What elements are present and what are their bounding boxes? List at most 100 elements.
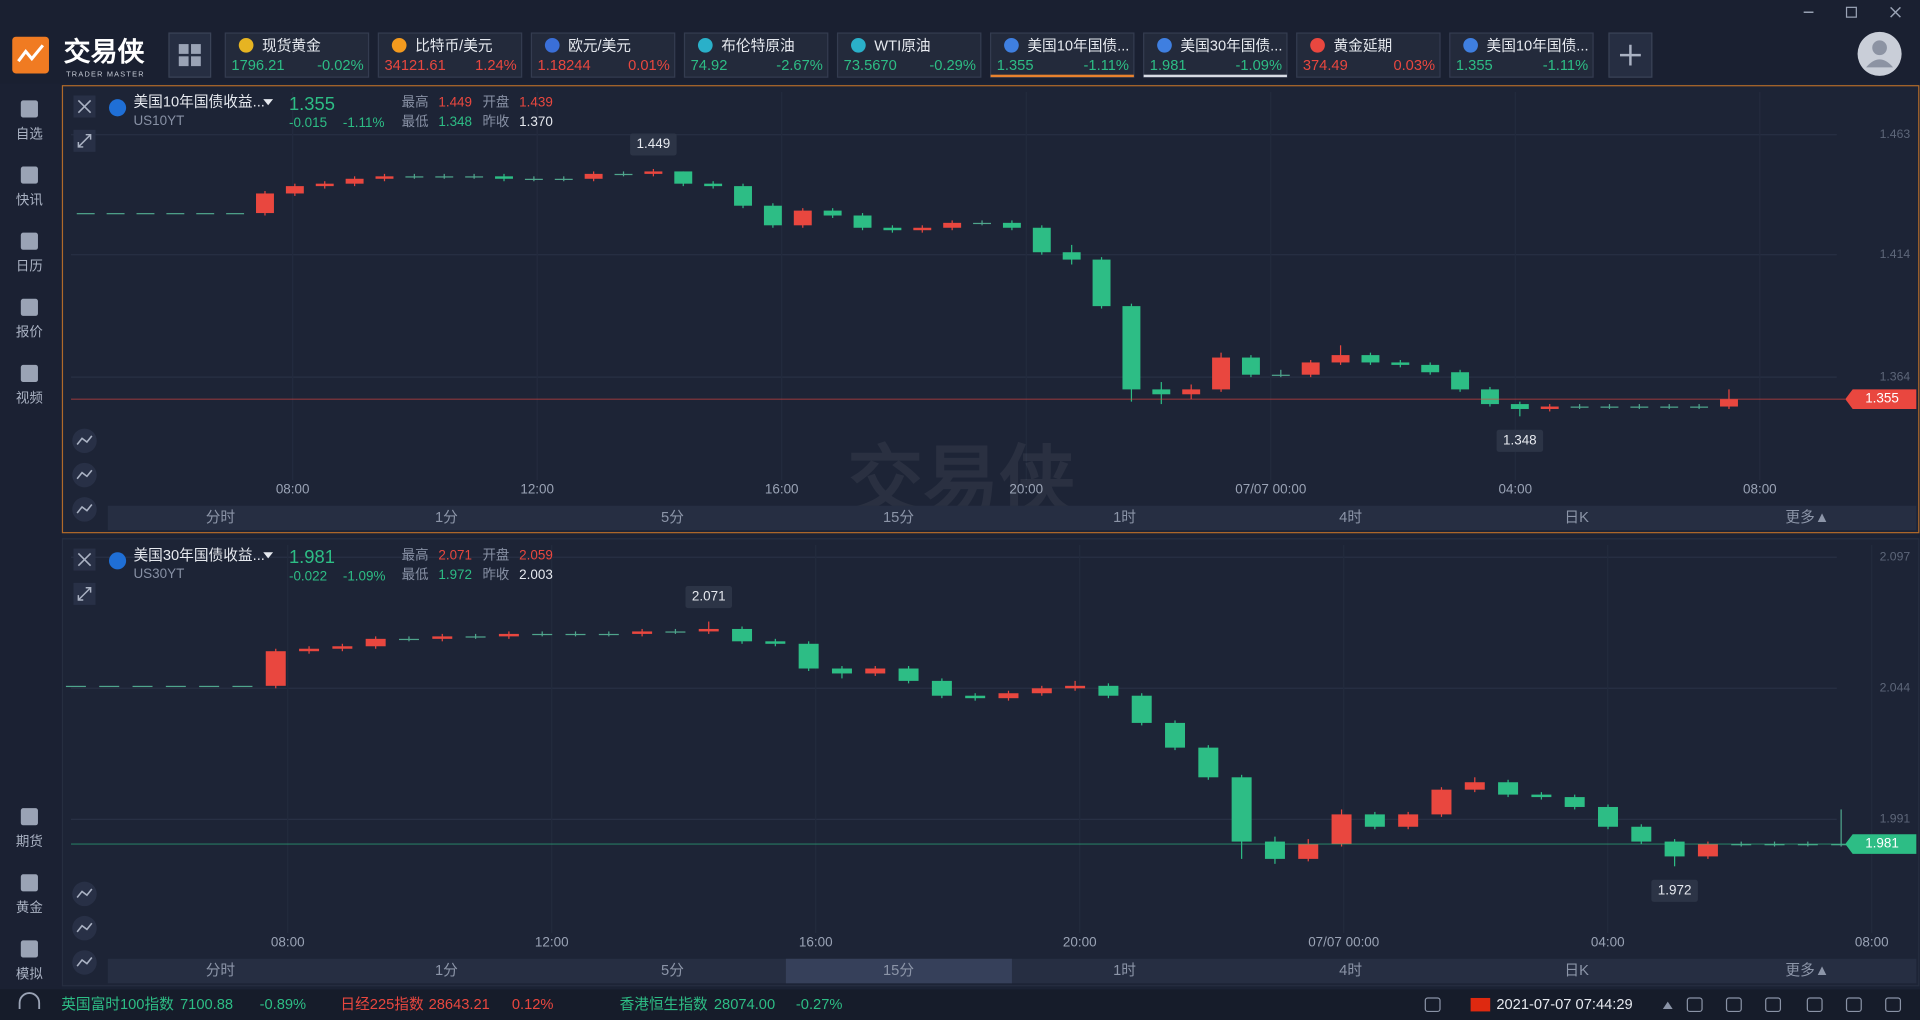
candle-body: [166, 213, 185, 215]
candle-body: [1630, 406, 1649, 408]
last-price-tag-label: 1.981: [1865, 836, 1899, 851]
close-button[interactable]: [1890, 6, 1901, 18]
sidebar-label[interactable]: 日历: [16, 259, 43, 274]
sidebar-label[interactable]: 自选: [16, 126, 43, 141]
timeframe-tab[interactable]: 1时: [1113, 962, 1136, 979]
candle-body: [1510, 404, 1529, 409]
ticker-name: 布伦特原油: [721, 37, 794, 54]
timeframe-tab-selected[interactable]: [785, 958, 1012, 984]
status-icon[interactable]: [1885, 997, 1902, 1013]
timeframe-tab[interactable]: 更多▲: [1785, 962, 1829, 979]
ticker-icon: [1463, 37, 1478, 53]
status-icon[interactable]: [1845, 997, 1862, 1013]
chart-tool-icon: [76, 957, 93, 967]
support-icon[interactable]: [18, 992, 41, 1009]
sidebar-icon[interactable]: [20, 166, 38, 184]
timeframe-tab[interactable]: 5分: [661, 962, 684, 979]
layout-icon: [178, 44, 189, 54]
candle-body: [498, 633, 519, 637]
status-icon[interactable]: [1686, 997, 1703, 1013]
sidebar-label[interactable]: 快讯: [16, 192, 43, 207]
x-tick-label: 08:00: [1743, 481, 1777, 496]
candle-body: [1065, 685, 1086, 689]
timeframe-tab[interactable]: 1分: [435, 962, 458, 979]
timeframe-tab[interactable]: 4时: [1339, 509, 1362, 526]
sidebar-label[interactable]: 黄金: [16, 900, 43, 915]
candle-body: [299, 648, 320, 652]
sidebar-icon[interactable]: [20, 874, 38, 892]
timeframe-tab[interactable]: 1时: [1113, 509, 1136, 526]
symbol-name[interactable]: 美国30年国债收益...: [133, 547, 264, 564]
x-tick-label: 04:00: [1498, 481, 1532, 496]
candle-body: [644, 171, 663, 174]
sidebar-label[interactable]: 期货: [16, 833, 43, 849]
price-callout-label: 1.449: [637, 136, 671, 151]
sidebar-icon[interactable]: [20, 298, 38, 316]
sidebar-icon[interactable]: [20, 808, 38, 826]
symbol-dropdown[interactable]: [263, 99, 274, 106]
timeframe-tab[interactable]: 日K: [1564, 510, 1589, 526]
timeframe-tab[interactable]: 1分: [435, 509, 458, 526]
clock: 2021-07-07 07:44:29: [1496, 997, 1632, 1013]
symbol-name[interactable]: 美国10年国债收益...: [133, 94, 264, 111]
candle-body: [76, 213, 95, 215]
candle-body: [345, 178, 364, 184]
x-tick-label: 08:00: [1855, 934, 1889, 949]
candle-body: [1720, 399, 1738, 407]
timeframe-tab[interactable]: 4时: [1339, 962, 1362, 979]
sidebar-icon[interactable]: [20, 232, 38, 250]
price-change-pct: -1.11%: [343, 115, 385, 130]
price-change: -0.015: [289, 115, 327, 130]
stat-value: 2.071: [438, 547, 472, 562]
timeframe-tab[interactable]: 分时: [206, 509, 236, 526]
candle-body: [265, 651, 286, 686]
timeframe-bar: [107, 958, 1917, 984]
sidebar-label[interactable]: 视频: [16, 391, 43, 406]
sidebar-label[interactable]: 模拟: [16, 966, 43, 981]
stat-label: 最低: [402, 114, 429, 129]
x-tick-label: 20:00: [1009, 481, 1043, 496]
timeframe-tab[interactable]: 15分: [883, 962, 914, 979]
sidebar-icon[interactable]: [20, 940, 38, 958]
timeframe-tab[interactable]: 分时: [206, 962, 236, 979]
candle-body: [823, 210, 842, 216]
expand-icon: [77, 587, 92, 601]
candle-body: [1092, 259, 1111, 307]
timeframe-tab[interactable]: 日K: [1564, 963, 1589, 979]
candle-body: [853, 215, 872, 228]
stat-value: 1.348: [438, 114, 472, 129]
timeframe-tab[interactable]: 15分: [883, 509, 914, 526]
restore-button[interactable]: [1845, 6, 1857, 18]
candle-body: [1182, 389, 1201, 395]
candle-body: [1631, 826, 1652, 842]
candle-body: [1031, 688, 1052, 694]
symbol-dropdown[interactable]: [263, 552, 274, 559]
layout-button[interactable]: [168, 32, 212, 78]
candle-body: [1421, 364, 1440, 373]
sidebar-label[interactable]: 报价: [16, 325, 43, 340]
ticker-icon: [1004, 37, 1019, 53]
status-icon[interactable]: [1806, 997, 1823, 1013]
ticker-price: 1.355: [1456, 58, 1493, 74]
sidebar-icon[interactable]: [20, 364, 38, 383]
candle-body: [106, 213, 125, 215]
ticker-change: -0.02%: [317, 58, 364, 74]
stat-value: 1.370: [519, 114, 553, 129]
chart-tool-icon: [76, 503, 93, 514]
ticker-name: 比特币/美元: [415, 37, 493, 54]
candle-body: [1664, 841, 1685, 857]
candle-body: [1331, 355, 1350, 363]
stat-label: 最高: [402, 93, 429, 109]
ticker-name: 美国10年国债...: [1487, 37, 1589, 54]
timeframe-tab[interactable]: 5分: [661, 509, 684, 526]
timeframe-tab[interactable]: 更多▲: [1785, 509, 1829, 526]
candle-body: [465, 636, 486, 638]
candle-body: [965, 695, 986, 699]
status-icon[interactable]: [1424, 997, 1441, 1013]
status-icon[interactable]: [1765, 997, 1782, 1013]
sidebar-icon[interactable]: [20, 100, 38, 118]
status-icon[interactable]: [1725, 997, 1742, 1013]
candle-body: [465, 176, 484, 178]
ticker-change: -1.09%: [1235, 58, 1282, 74]
candle-body: [704, 183, 723, 187]
